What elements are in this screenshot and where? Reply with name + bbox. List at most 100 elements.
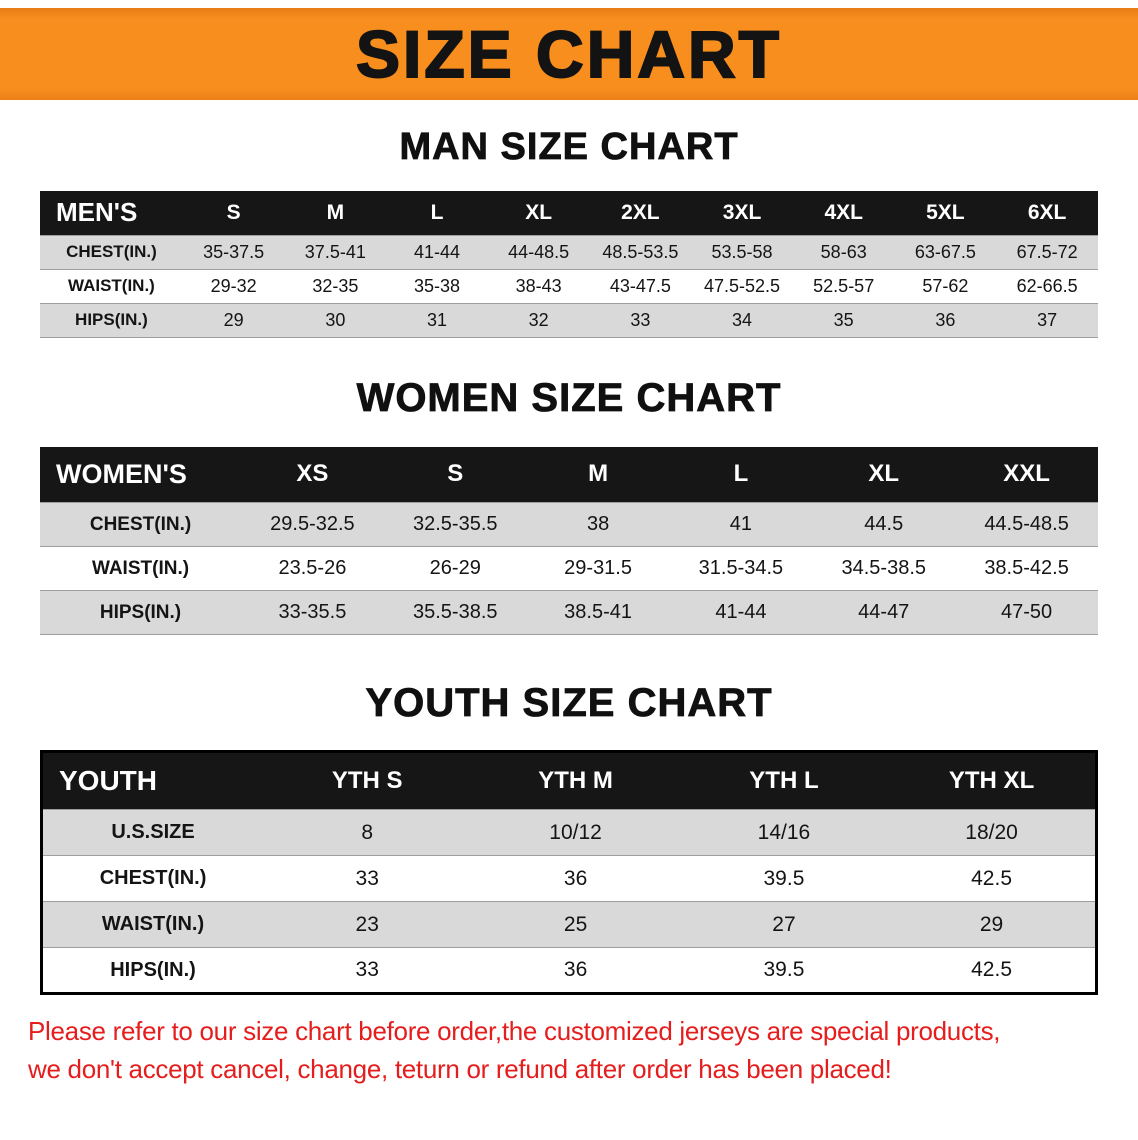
womens-row-chest-in: CHEST(IN.) 29.5-32.5 32.5-35.5 38 41 44.5 44.5… xyxy=(40,502,1098,547)
mens-col-2xl: 2XL xyxy=(589,191,692,235)
measurement-value: 44.5-48.5 xyxy=(955,502,1098,547)
measurement-value: 10/12 xyxy=(471,809,680,856)
measurement-value: 27 xyxy=(679,901,889,948)
youth-col-yth-m: YTH M xyxy=(471,751,680,810)
measurement-value: 39.5 xyxy=(679,947,889,994)
womens-table-title: WOMEN'S xyxy=(40,446,242,503)
measurement-value: 25 xyxy=(471,901,680,948)
measurement-value: 34 xyxy=(691,302,793,338)
measurement-value: 14/16 xyxy=(679,809,889,856)
youth-row-hips-in: HIPS(IN.) 33 36 39.5 42.5 xyxy=(41,947,1097,994)
mens-table-title: MEN'S xyxy=(40,191,183,235)
measurement-value: 29 xyxy=(182,302,285,338)
measurement-value: 32 xyxy=(487,302,590,338)
measurement-value: 35-37.5 xyxy=(182,234,285,269)
measurement-value: 29-32 xyxy=(182,268,285,303)
notice: Please refer to our size chart before or… xyxy=(0,1013,1138,1088)
measurement-value: 33-35.5 xyxy=(241,590,384,635)
youth-col-yth-xl: YTH XL xyxy=(888,751,1097,810)
measurement-value: 58-63 xyxy=(792,234,895,269)
youth-col-yth-l: YTH L xyxy=(679,751,889,810)
measurement-value: 36 xyxy=(471,855,680,902)
measurement-label: WAIST(IN.) xyxy=(40,268,183,303)
mens-col-6xl: 6XL xyxy=(996,191,1098,235)
mens-col-5xl: 5XL xyxy=(894,191,997,235)
womens-row-waist-in: WAIST(IN.) 23.5-26 26-29 29-31.5 31.5-34.5 34… xyxy=(40,546,1098,591)
mens-col-l: L xyxy=(386,191,488,235)
mens-col-xl: XL xyxy=(487,191,590,235)
measurement-value: 41-44 xyxy=(669,590,813,635)
measurement-label: HIPS(IN.) xyxy=(40,302,183,338)
measurement-label: WAIST(IN.) xyxy=(41,901,264,948)
mens-size-table: MEN'S S M L XL 2XL 3XL 4XL 5XL 6XL CHEST(IN.) 35-37… xyxy=(40,191,1098,338)
mens-row-chest-in: CHEST(IN.) 35-37.5 37.5-41 41-44 44-48.5 48.5… xyxy=(40,234,1098,269)
measurement-value: 44-48.5 xyxy=(487,234,590,269)
youth-size-chart-section: YOUTH SIZE CHART YOUTH YTH S YTH M YTH L YTH … xyxy=(0,681,1138,995)
mens-col-4xl: 4XL xyxy=(792,191,895,235)
measurement-value: 26-29 xyxy=(383,546,527,591)
womens-col-xxl: XXL xyxy=(955,446,1098,503)
youth-col-yth-s: YTH S xyxy=(263,751,472,810)
mens-col-3xl: 3XL xyxy=(691,191,793,235)
measurement-value: 47.5-52.5 xyxy=(691,268,793,303)
measurement-value: 42.5 xyxy=(888,947,1097,994)
youth-row-waist-in: WAIST(IN.) 23 25 27 29 xyxy=(41,901,1097,948)
measurement-value: 32-35 xyxy=(284,268,387,303)
measurement-label: CHEST(IN.) xyxy=(40,502,242,547)
measurement-label: WAIST(IN.) xyxy=(40,546,242,591)
measurement-label: CHEST(IN.) xyxy=(40,234,183,269)
measurement-value: 33 xyxy=(263,855,472,902)
womens-size-chart-section: WOMEN SIZE CHART WOMEN'S XS S M L XL XXL CHEST(I… xyxy=(0,375,1138,635)
measurement-value: 38.5-42.5 xyxy=(955,546,1098,591)
youth-row-chest-in: CHEST(IN.) 33 36 39.5 42.5 xyxy=(41,855,1097,902)
womens-col-l: L xyxy=(669,446,813,503)
measurement-value: 38 xyxy=(526,502,670,547)
measurement-label: HIPS(IN.) xyxy=(40,590,242,635)
measurement-value: 57-62 xyxy=(894,268,997,303)
measurement-value: 38-43 xyxy=(487,268,590,303)
measurement-value: 47-50 xyxy=(955,590,1098,635)
mens-section-heading: MAN SIZE CHART xyxy=(399,126,739,169)
womens-col-xl: XL xyxy=(812,446,956,503)
mens-size-chart-section: MAN SIZE CHART MEN'S S M L XL 2XL 3XL 4XL 5XL 6XL C… xyxy=(0,126,1138,338)
measurement-value: 29-31.5 xyxy=(526,546,670,591)
measurement-value: 38.5-41 xyxy=(526,590,670,635)
size-chart-page: SIZE CHART MAN SIZE CHART MEN'S S M L XL 2XL 3X… xyxy=(0,8,1138,1088)
banner-title: SIZE CHART xyxy=(355,16,782,92)
measurement-value: 37.5-41 xyxy=(284,234,387,269)
measurement-value: 63-67.5 xyxy=(894,234,997,269)
notice-line-2: we don't accept cancel, change, teturn o… xyxy=(28,1053,892,1084)
measurement-label: CHEST(IN.) xyxy=(41,855,264,902)
measurement-value: 44.5 xyxy=(812,502,956,547)
measurement-value: 31.5-34.5 xyxy=(669,546,813,591)
measurement-value: 8 xyxy=(263,809,472,856)
measurement-value: 18/20 xyxy=(888,809,1097,856)
measurement-value: 33 xyxy=(263,947,472,994)
measurement-value: 67.5-72 xyxy=(996,234,1098,269)
measurement-value: 36 xyxy=(894,302,997,338)
womens-col-m: M xyxy=(526,446,670,503)
measurement-value: 31 xyxy=(386,302,488,338)
measurement-value: 48.5-53.5 xyxy=(589,234,692,269)
measurement-label: U.S.SIZE xyxy=(41,809,264,856)
womens-section-heading: WOMEN SIZE CHART xyxy=(356,375,782,420)
measurement-value: 34.5-38.5 xyxy=(812,546,956,591)
measurement-value: 29.5-32.5 xyxy=(241,502,384,547)
youth-size-table: YOUTH YTH S YTH M YTH L YTH XL U.S.SIZE 8 10/12… xyxy=(40,750,1098,995)
youth-row-u-s-size: U.S.SIZE 8 10/12 14/16 18/20 xyxy=(41,809,1097,856)
measurement-value: 36 xyxy=(471,947,680,994)
womens-header-row: WOMEN'S XS S M L XL XXL xyxy=(40,446,1098,503)
womens-col-s: S xyxy=(383,446,527,503)
measurement-value: 33 xyxy=(589,302,692,338)
measurement-value: 29 xyxy=(888,901,1097,948)
measurement-value: 32.5-35.5 xyxy=(383,502,527,547)
measurement-value: 41-44 xyxy=(386,234,488,269)
measurement-value: 35 xyxy=(792,302,895,338)
youth-section-heading: YOUTH SIZE CHART xyxy=(365,681,773,726)
measurement-value: 30 xyxy=(284,302,387,338)
measurement-value: 43-47.5 xyxy=(589,268,692,303)
mens-row-hips-in: HIPS(IN.) 29 30 31 32 33 34 35 36 37 xyxy=(40,302,1098,338)
mens-header-row: MEN'S S M L XL 2XL 3XL 4XL 5XL 6XL xyxy=(40,191,1098,235)
measurement-value: 52.5-57 xyxy=(792,268,895,303)
measurement-value: 23 xyxy=(263,901,472,948)
